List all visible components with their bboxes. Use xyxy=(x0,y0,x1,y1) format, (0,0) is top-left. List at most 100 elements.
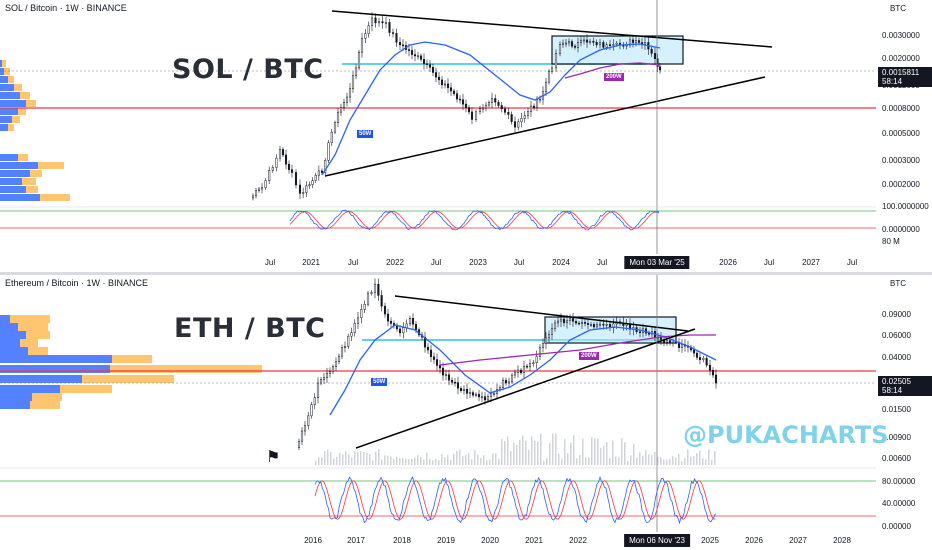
sol-volume-profile-bar xyxy=(0,100,26,107)
eth-candle-body xyxy=(692,349,696,354)
sol-candle-body xyxy=(428,64,432,68)
eth-candle-body xyxy=(483,396,487,401)
sol-candle-body xyxy=(561,42,565,45)
sol-candle-body xyxy=(290,169,294,173)
sol-candle-body xyxy=(294,172,298,186)
eth-candle-body xyxy=(711,370,715,376)
eth-candle-body xyxy=(411,318,415,325)
sol-price-tick: 0.0030000 xyxy=(882,31,920,40)
eth-crosshair-date: Mon 06 Nov '23 xyxy=(624,534,690,547)
eth-candle-body xyxy=(574,321,578,324)
eth-volume-bar xyxy=(465,454,467,465)
eth-volume-bar xyxy=(594,438,596,465)
sol-candle-body xyxy=(449,87,453,92)
eth-symbol-header[interactable]: Ethereum / Bitcoin · 1W · BINANCE xyxy=(5,278,149,288)
eth-candle-body xyxy=(441,367,445,376)
eth-candle-body xyxy=(568,318,572,321)
sol-candle-body xyxy=(592,40,595,43)
sol-volume-profile-bar xyxy=(26,100,36,107)
eth-candle-body xyxy=(708,364,712,371)
eth-volume-bar xyxy=(369,453,371,465)
eth-volume-profile-bar xyxy=(18,323,48,331)
eth-volume-bar xyxy=(687,449,689,465)
sol-lower-trendline xyxy=(324,76,766,177)
eth-upper-trendline xyxy=(394,295,689,332)
eth-chart-canvas[interactable] xyxy=(0,275,932,550)
eth-candle-body xyxy=(547,334,551,339)
eth-volume-bar xyxy=(333,458,335,465)
eth-candle-body xyxy=(373,283,377,293)
eth-volume-bar xyxy=(480,458,482,465)
eth-candle-body xyxy=(647,333,651,335)
eth-volume-bar xyxy=(522,435,524,465)
sol-candle-body xyxy=(595,42,598,46)
eth-volume-bar xyxy=(606,442,608,465)
sol-ma200-label: 200W xyxy=(604,73,624,81)
eth-volume-bar xyxy=(549,443,551,465)
pane-divider[interactable] xyxy=(0,272,932,275)
eth-candle-body xyxy=(714,374,718,384)
eth-chart-pane[interactable]: Ethereum / Bitcoin · 1W · BINANCE ETH / … xyxy=(0,275,932,550)
sol-range-box xyxy=(551,35,684,65)
sol-candle-body xyxy=(257,188,261,191)
eth-volume-bar xyxy=(456,450,458,465)
sol-chart-canvas[interactable] xyxy=(0,0,932,273)
sol-candle-body xyxy=(342,102,346,108)
eth-candle-body xyxy=(435,359,439,366)
eth-volume-bar xyxy=(666,459,668,465)
tradingview-logo-icon[interactable]: ⚑ xyxy=(266,449,281,466)
sol-ma50-label: 50W xyxy=(357,130,374,138)
eth-candle-body xyxy=(316,382,320,398)
sol-symbol-header[interactable]: SOL / Bitcoin · 1W · BINANCE xyxy=(5,3,127,13)
eth-volume-bar xyxy=(429,458,431,465)
sol-candle-body xyxy=(526,111,530,116)
eth-ma200-label: 200W xyxy=(579,352,599,360)
eth-candle-body xyxy=(519,369,523,373)
sol-axis-unit[interactable]: BTC xyxy=(890,4,906,13)
sol-candle-body xyxy=(264,180,267,188)
eth-volume-profile-bar xyxy=(0,365,110,373)
eth-volume-bar xyxy=(678,453,680,465)
eth-axis-unit[interactable]: BTC xyxy=(890,279,906,288)
eth-volume-bar xyxy=(504,441,506,465)
sol-chart-pane[interactable]: SOL / Bitcoin · 1W · BINANCE SOL / BTC B… xyxy=(0,0,932,273)
sol-candle-body xyxy=(653,53,657,60)
eth-volume-bar xyxy=(684,458,686,465)
sol-volume-profile-bar xyxy=(0,68,4,75)
eth-volume-bar xyxy=(660,457,662,465)
eth-candle-body xyxy=(313,397,316,405)
sol-volume-profile-bar xyxy=(40,194,70,201)
eth-candle-body xyxy=(307,415,310,426)
eth-candle-body xyxy=(350,332,353,337)
sol-candle-body xyxy=(631,39,635,43)
eth-osc-tick: 80.00000 xyxy=(882,477,916,486)
eth-volume-bar xyxy=(315,460,317,465)
eth-volume-bar xyxy=(408,459,410,465)
eth-candle-body xyxy=(559,318,563,322)
sol-candle-body xyxy=(410,50,414,55)
sol-osc-tick: 0.0000000 xyxy=(882,225,920,234)
sol-candle-body xyxy=(544,81,548,93)
eth-volume-bar xyxy=(570,442,572,465)
eth-lower-trendline xyxy=(355,328,696,449)
eth-volume-bar xyxy=(405,459,407,465)
eth-volume-bar xyxy=(330,451,332,465)
eth-volume-bar xyxy=(537,441,539,465)
eth-volume-bar xyxy=(552,433,554,465)
eth-volume-bar xyxy=(324,451,326,465)
eth-volume-bar xyxy=(693,456,695,465)
eth-volume-profile-bar xyxy=(0,331,26,339)
eth-volume-bar xyxy=(510,451,512,465)
eth-volume-bar xyxy=(372,460,374,465)
eth-volume-bar xyxy=(591,437,593,465)
sol-candle-body xyxy=(573,45,577,48)
eth-candle-body xyxy=(602,323,605,326)
eth-volume-bar xyxy=(375,451,377,465)
sol-candle-body xyxy=(547,71,551,83)
sol-candle-body xyxy=(478,108,482,113)
sol-candle-body xyxy=(570,41,574,47)
eth-candle-body xyxy=(598,323,602,326)
sol-candle-body xyxy=(579,39,583,43)
sol-date-tick: Jul xyxy=(763,258,775,267)
eth-volume-bar xyxy=(417,455,419,465)
